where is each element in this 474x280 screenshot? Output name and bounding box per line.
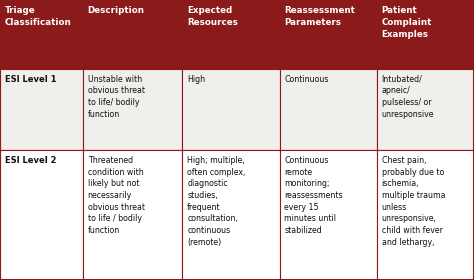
Text: ESI Level 2: ESI Level 2 bbox=[5, 156, 56, 165]
Bar bbox=[0, 150, 83, 280]
Bar bbox=[0, 0, 83, 69]
Bar bbox=[182, 0, 280, 69]
Text: Continuous
remote
monitoring;
reassessments
every 15
minutes until
stabilized: Continuous remote monitoring; reassessme… bbox=[284, 156, 343, 235]
Bar bbox=[377, 0, 474, 69]
Bar bbox=[182, 69, 280, 150]
Bar bbox=[377, 69, 474, 150]
Bar bbox=[377, 150, 474, 280]
Text: Chest pain,
probably due to
ischemia,
multiple trauma
unless
unresponsive,
child: Chest pain, probably due to ischemia, mu… bbox=[382, 156, 445, 247]
Text: ESI Level 1: ESI Level 1 bbox=[5, 75, 56, 84]
Text: Intubated/
apneic/
pulseless/ or
unresponsive: Intubated/ apneic/ pulseless/ or unrespo… bbox=[382, 75, 434, 119]
Text: Unstable with
obvious threat
to life/ bodily
function: Unstable with obvious threat to life/ bo… bbox=[88, 75, 145, 119]
Text: High: High bbox=[187, 75, 205, 84]
Text: Patient
Complaint
Examples: Patient Complaint Examples bbox=[382, 6, 432, 39]
Text: Description: Description bbox=[88, 6, 145, 15]
Bar bbox=[83, 0, 182, 69]
Bar bbox=[83, 69, 182, 150]
Text: Expected
Resources: Expected Resources bbox=[187, 6, 238, 27]
Text: High; multiple,
often complex,
diagnostic
studies,
frequent
consultation,
contin: High; multiple, often complex, diagnosti… bbox=[187, 156, 246, 247]
Text: Triage
Classification: Triage Classification bbox=[5, 6, 72, 27]
Text: Continuous: Continuous bbox=[284, 75, 329, 84]
Text: Reassessment
Parameters: Reassessment Parameters bbox=[284, 6, 356, 27]
Text: Threatened
condition with
likely but not
necessarily
obvious threat
to life / bo: Threatened condition with likely but not… bbox=[88, 156, 145, 235]
Bar bbox=[280, 0, 377, 69]
Bar bbox=[280, 150, 377, 280]
Bar bbox=[280, 69, 377, 150]
Bar bbox=[0, 69, 83, 150]
Bar bbox=[83, 150, 182, 280]
Bar bbox=[182, 150, 280, 280]
